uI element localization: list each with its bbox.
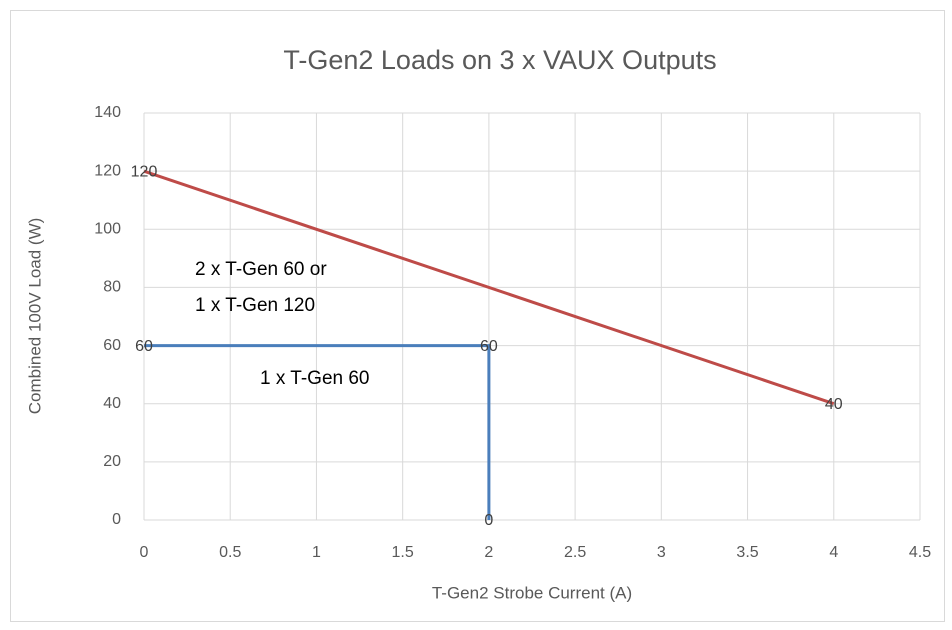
annotation: 2 x T-Gen 60 or — [195, 259, 327, 280]
x-tick-label: 2.5 — [564, 544, 586, 561]
data-label: 60 — [135, 338, 153, 355]
x-tick-label: 0 — [140, 544, 149, 561]
y-tick-label: 0 — [112, 511, 121, 528]
data-label: 40 — [825, 396, 843, 413]
x-tick-label: 4 — [829, 544, 838, 561]
y-tick-label: 140 — [94, 104, 121, 121]
chart-title: T-Gen2 Loads on 3 x VAUX Outputs — [283, 45, 716, 75]
x-tick-label: 1 — [312, 544, 321, 561]
x-tick-label: 3 — [657, 544, 666, 561]
y-tick-label: 80 — [103, 279, 121, 296]
y-tick-label: 40 — [103, 395, 121, 412]
annotation: 1 x T-Gen 60 — [260, 368, 370, 389]
x-tick-label: 1.5 — [392, 544, 414, 561]
data-label: 0 — [484, 512, 493, 529]
x-tick-label: 0.5 — [219, 544, 241, 561]
data-label: 60 — [480, 338, 498, 355]
y-tick-label: 100 — [94, 221, 121, 238]
series-line — [143, 169, 835, 406]
x-tick-label: 2 — [484, 544, 493, 561]
y-tick-label: 20 — [103, 453, 121, 470]
x-tick-label: 3.5 — [736, 544, 758, 561]
y-tick-label: 60 — [103, 337, 121, 354]
annotation: 1 x T-Gen 120 — [195, 295, 315, 316]
x-axis-title: T-Gen2 Strobe Current (A) — [432, 583, 632, 602]
y-tick-label: 120 — [94, 162, 121, 179]
chart-border — [10, 10, 945, 622]
x-tick-label: 4.5 — [909, 544, 931, 561]
series-line — [144, 344, 491, 520]
y-axis-title: Combined 100V Load (W) — [25, 218, 44, 415]
data-label: 120 — [131, 163, 158, 180]
